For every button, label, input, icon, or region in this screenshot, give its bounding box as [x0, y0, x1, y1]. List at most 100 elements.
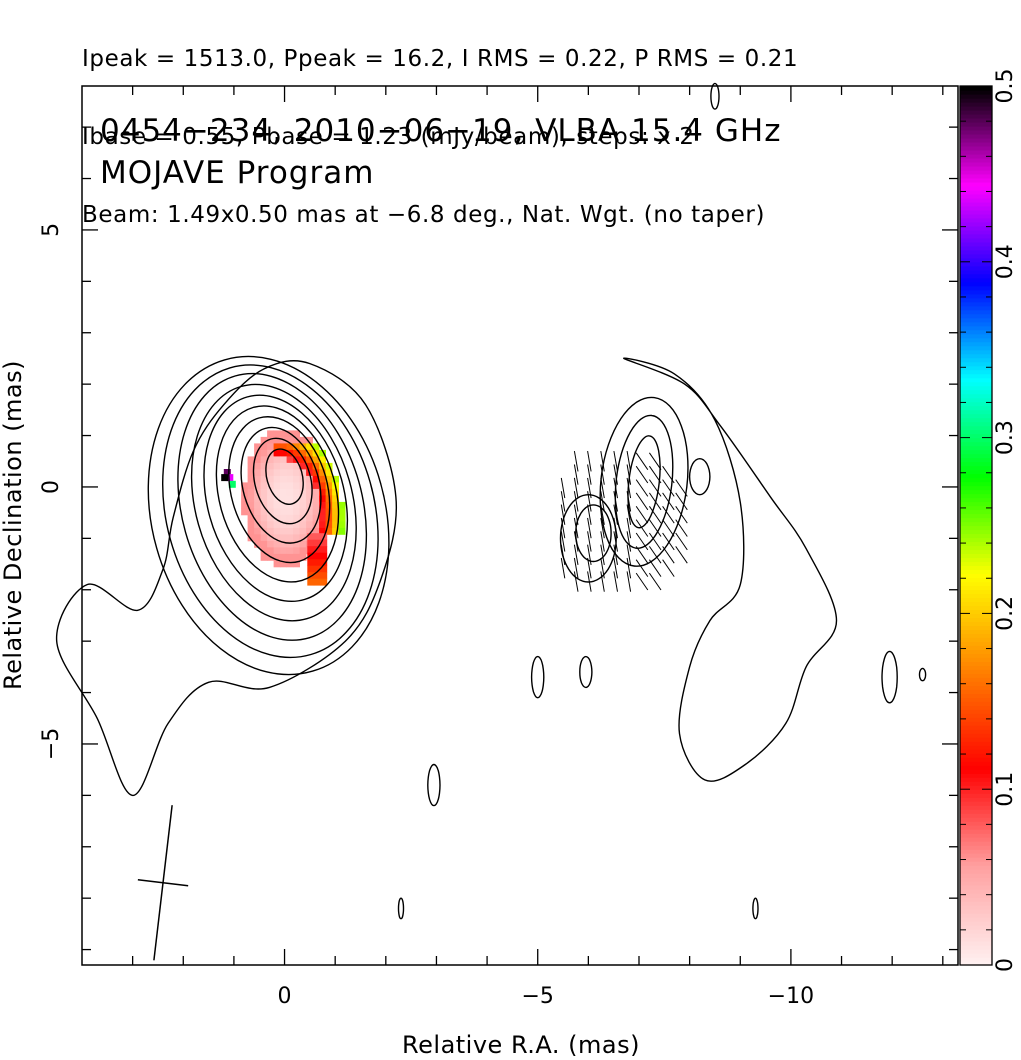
pol-pixel: [312, 508, 320, 516]
pol-pixel: [286, 495, 294, 503]
pol-pixel: [273, 508, 281, 516]
colorbar-band: [960, 213, 992, 219]
small-contour: [579, 655, 593, 689]
colorbar-band: [960, 909, 992, 914]
core-contour: [265, 448, 304, 505]
pol-pixel: [312, 469, 320, 477]
colorbar-tick-label: 0.5: [993, 69, 1018, 104]
colorbar-band: [960, 389, 992, 395]
pol-pixel: [320, 559, 328, 567]
colorbar-band: [960, 309, 992, 315]
colorbar-band: [960, 629, 992, 634]
colorbar-band: [960, 949, 992, 954]
pol-pixel: [260, 553, 268, 561]
colorbar-band: [960, 885, 992, 890]
pol-pixel: [273, 553, 281, 561]
colorbar-band: [960, 497, 992, 503]
pol-pixel: [280, 443, 287, 451]
colorbar-band: [960, 637, 992, 642]
colorbar-band: [960, 473, 992, 479]
pol-pixel: [260, 495, 268, 503]
pol-pixel: [332, 495, 339, 503]
colorbar-band: [960, 193, 992, 199]
evpa-vector: [613, 557, 618, 579]
pol-pixel: [286, 527, 294, 535]
pol-pixel: [299, 449, 307, 457]
colorbar-band: [960, 229, 992, 235]
colorbar-band: [960, 569, 992, 575]
colorbar-band: [960, 237, 992, 243]
colorbar-band: [960, 753, 992, 758]
evpa-vector: [587, 517, 592, 539]
pol-pixel: [307, 578, 315, 586]
colorbar-band: [960, 817, 992, 822]
pol-pixel: [223, 469, 231, 476]
evpa-vector: [675, 519, 688, 537]
pol-pixel: [299, 495, 307, 503]
pol-pixel: [306, 449, 313, 457]
colorbar-band: [960, 809, 992, 814]
pol-pixel: [312, 488, 320, 496]
pol-pixel: [338, 501, 346, 509]
pol-pixel: [299, 456, 307, 464]
pol-pixel: [306, 443, 313, 451]
pol-pixel: [299, 553, 307, 561]
pol-pixel: [267, 456, 274, 464]
colorbar-band: [960, 941, 992, 946]
pol-pixel: [280, 462, 287, 470]
evpa-vector: [626, 544, 632, 565]
evpa-vector: [573, 544, 579, 565]
pol-pixel: [312, 527, 320, 535]
pol-pixel: [247, 495, 255, 503]
y-axis-label: Relative Declination (mas): [0, 360, 27, 690]
pol-pixel: [221, 474, 229, 482]
pol-pixel: [313, 552, 321, 560]
evpa-vector: [648, 559, 662, 577]
header-line-beam: Beam: 1.49x0.50 mas at −6.8 deg., Nat. W…: [82, 202, 766, 228]
evpa-vector: [635, 559, 649, 577]
colorbar-band: [960, 93, 992, 99]
colorbar-band: [960, 265, 992, 271]
colorbar-band: [960, 897, 992, 902]
colorbar-band: [960, 701, 992, 706]
colorbar-band: [960, 405, 992, 411]
colorbar-band: [960, 149, 992, 155]
evpa-vector: [573, 557, 579, 579]
colorbar-band: [960, 505, 992, 511]
pol-pixel: [254, 482, 261, 490]
pol-pixel: [260, 488, 268, 496]
colorbar-band: [960, 449, 992, 455]
colorbar-band: [960, 577, 992, 583]
evpa-vectors: [560, 451, 688, 592]
pol-pixel: [320, 565, 328, 573]
pol-pixel: [320, 546, 328, 554]
colorbar-band: [960, 861, 992, 866]
evpa-vector: [635, 546, 649, 564]
pol-pixel: [306, 475, 313, 483]
pol-pixel: [280, 540, 287, 548]
colorbar-band: [960, 677, 992, 682]
pol-pixel: [286, 547, 294, 555]
colorbar-band: [960, 413, 992, 419]
colorbar-band: [960, 509, 992, 515]
pol-pixel: [286, 560, 294, 568]
evpa-vector: [600, 531, 605, 552]
colorbar-band: [960, 737, 992, 742]
pol-pixel: [332, 527, 339, 535]
y-tick-label: 5: [39, 223, 64, 237]
pol-pixel: [293, 514, 300, 522]
evpa-vector: [626, 571, 632, 592]
colorbar-band: [960, 393, 992, 399]
plot-frame: [81, 85, 959, 966]
colorbar-band: [960, 581, 992, 587]
colorbar-band: [960, 605, 992, 611]
colorbar-band: [960, 273, 992, 279]
pol-pixel: [286, 488, 294, 496]
pol-pixel: [280, 534, 287, 542]
colorbar-band: [960, 381, 992, 387]
secondary-contour: [574, 504, 612, 563]
small-contour: [397, 897, 405, 920]
pol-pixel: [293, 501, 300, 509]
colorbar-band: [960, 513, 992, 519]
colorbar-band: [960, 133, 992, 139]
